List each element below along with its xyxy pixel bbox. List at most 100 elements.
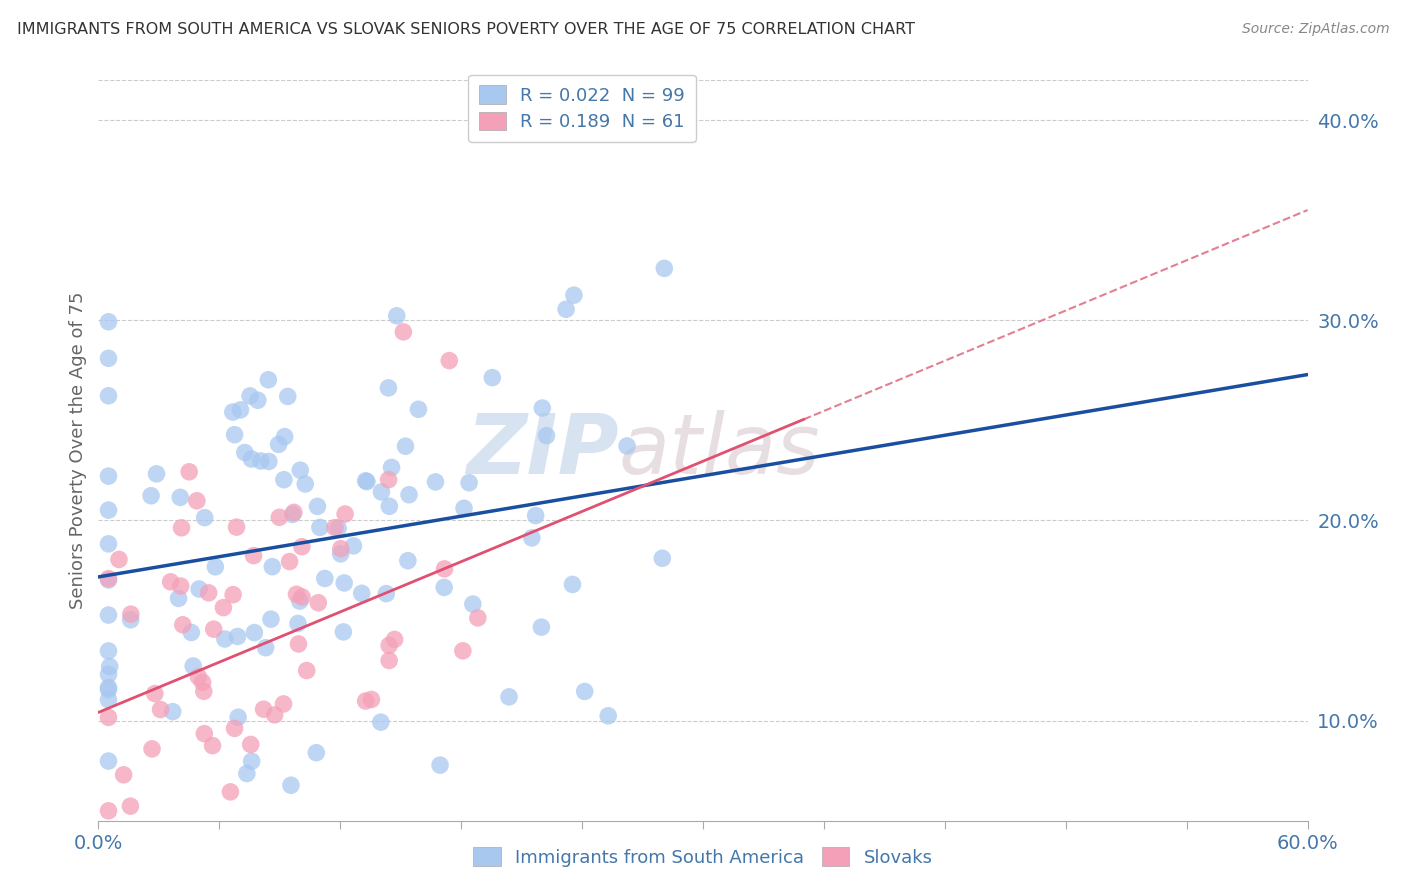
Point <box>555 302 578 317</box>
Point <box>342 539 364 553</box>
Point <box>97 667 120 681</box>
Point <box>273 473 295 487</box>
Point <box>97 608 120 623</box>
Point <box>159 574 181 589</box>
Point <box>329 547 352 561</box>
Point <box>240 452 263 467</box>
Point <box>651 551 673 566</box>
Point <box>453 501 475 516</box>
Point <box>287 637 309 651</box>
Point <box>191 675 214 690</box>
Point <box>285 587 308 601</box>
Point <box>243 625 266 640</box>
Point <box>354 474 377 488</box>
Point <box>226 710 249 724</box>
Text: atlas: atlas <box>619 410 820 491</box>
Point <box>378 500 401 514</box>
Point <box>186 493 208 508</box>
Point <box>120 799 142 814</box>
Point <box>188 582 211 596</box>
Point <box>249 454 271 468</box>
Point <box>97 503 120 517</box>
Point <box>263 707 285 722</box>
Point <box>226 630 249 644</box>
Point <box>120 613 142 627</box>
Point <box>273 697 295 711</box>
Point <box>267 437 290 451</box>
Point <box>384 632 406 647</box>
Point <box>530 620 553 634</box>
Legend: Immigrants from South America, Slovaks: Immigrants from South America, Slovaks <box>467 840 939 874</box>
Point <box>225 520 247 534</box>
Point <box>97 754 120 768</box>
Point <box>461 597 484 611</box>
Point <box>214 632 236 646</box>
Point <box>141 742 163 756</box>
Point <box>201 739 224 753</box>
Point <box>222 405 245 419</box>
Point <box>97 682 120 697</box>
Point <box>370 715 392 730</box>
Point <box>375 587 398 601</box>
Point <box>439 353 461 368</box>
Point <box>408 402 430 417</box>
Point <box>360 692 382 706</box>
Point <box>187 670 209 684</box>
Point <box>180 625 202 640</box>
Point <box>229 403 252 417</box>
Point <box>233 445 256 459</box>
Point <box>170 521 193 535</box>
Point <box>307 596 329 610</box>
Point <box>531 401 554 415</box>
Point <box>169 491 191 505</box>
Point <box>392 325 415 339</box>
Point <box>97 469 120 483</box>
Point <box>356 475 378 489</box>
Point <box>97 351 120 366</box>
Point <box>524 508 547 523</box>
Point <box>433 562 456 576</box>
Legend: R = 0.022  N = 99, R = 0.189  N = 61: R = 0.022 N = 99, R = 0.189 N = 61 <box>468 75 696 142</box>
Point <box>278 555 301 569</box>
Y-axis label: Seniors Poverty Over the Age of 75: Seniors Poverty Over the Age of 75 <box>69 292 87 609</box>
Point <box>574 684 596 698</box>
Point <box>332 624 354 639</box>
Point <box>378 653 401 667</box>
Point <box>143 687 166 701</box>
Point <box>370 484 392 499</box>
Point <box>97 537 120 551</box>
Point <box>228 855 250 870</box>
Point <box>193 684 215 698</box>
Point <box>277 389 299 403</box>
Point <box>112 768 135 782</box>
Point <box>202 622 225 636</box>
Point <box>257 454 280 468</box>
Point <box>458 475 481 490</box>
Point <box>97 572 120 586</box>
Point <box>467 611 489 625</box>
Point <box>291 590 314 604</box>
Point <box>212 600 235 615</box>
Point <box>333 576 356 591</box>
Point <box>239 738 262 752</box>
Point <box>377 381 399 395</box>
Point <box>562 288 585 302</box>
Point <box>333 507 356 521</box>
Point <box>139 489 162 503</box>
Point <box>323 521 346 535</box>
Point <box>97 389 120 403</box>
Point <box>145 467 167 481</box>
Point <box>307 500 329 514</box>
Point <box>97 710 120 724</box>
Point <box>204 559 226 574</box>
Point <box>236 766 259 780</box>
Point <box>97 692 120 706</box>
Point <box>295 664 318 678</box>
Point <box>254 640 277 655</box>
Point <box>219 785 242 799</box>
Point <box>290 463 312 477</box>
Point <box>291 540 314 554</box>
Point <box>97 804 120 818</box>
Point <box>246 393 269 408</box>
Point <box>283 505 305 519</box>
